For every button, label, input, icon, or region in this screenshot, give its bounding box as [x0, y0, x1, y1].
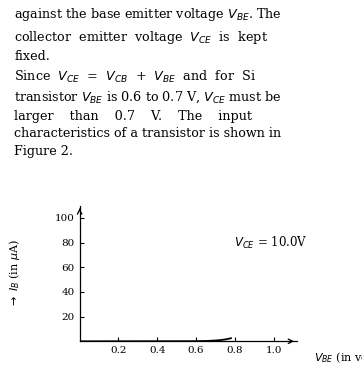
Text: $V_{BE}$ (in volts): $V_{BE}$ (in volts) — [314, 350, 362, 365]
Text: $\rightarrow$ $I_B$ (in $\mu$A): $\rightarrow$ $I_B$ (in $\mu$A) — [7, 239, 22, 308]
Text: $V_{CE}$ = 10.0V: $V_{CE}$ = 10.0V — [234, 235, 307, 251]
Text: against the base emitter voltage $V_{BE}$. The
collector  emitter  voltage  $V_{: against the base emitter voltage $V_{BE}… — [14, 6, 282, 158]
